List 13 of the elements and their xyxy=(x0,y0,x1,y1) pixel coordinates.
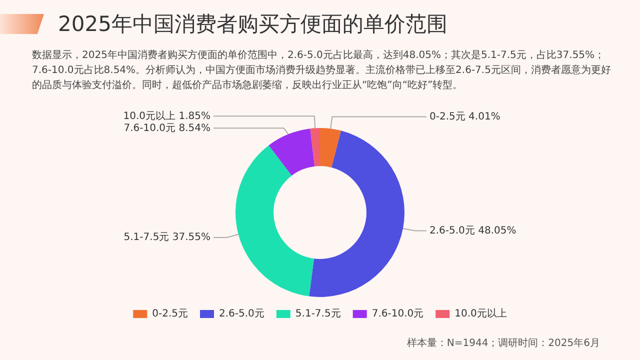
text: 样本量：N=1944；调研时间：2025年6月 xyxy=(406,336,600,350)
category-label: 7.6-10.0元 8.54% xyxy=(124,122,210,134)
category-label: 10.0元以上 1.85% xyxy=(123,110,210,122)
category-label: 0-2.5元 4.01% xyxy=(430,111,500,122)
legend-label: 2.6-5.0元 xyxy=(219,308,264,320)
category-label: 5.1-7.5元 37.55% xyxy=(124,232,210,244)
legend-label: 7.6-10.0元 xyxy=(372,308,424,320)
legend-label: 5.1-7.5元 xyxy=(295,308,341,320)
chart-title: 2025年中国消费者购买方便面的单价范围 xyxy=(58,11,448,38)
legend-label: 10.0元以上 xyxy=(454,308,507,320)
chart-subtitle: 数据显示，2025年中国消费者购买方便面的单价范围中，2.6-5.0元占比最高，达到48.05%；其次是5.1-7.5元，占比37.55%；7.6-10.0元占比8.54%。分析师认为，中国方便面市场消费升级趋势显著。主流价格带已上移至2.6-7.5元区间，消费者愿意为更好的品质与体验支付溢价。同时，超低价产品市场急剧萎缩，反映出行业正从“吃饱”向“吃好”转型。 xyxy=(32,48,612,93)
legend-label: 0-2.5元 xyxy=(152,308,188,320)
category-label: 2.6-5.0元 48.05% xyxy=(430,225,516,236)
